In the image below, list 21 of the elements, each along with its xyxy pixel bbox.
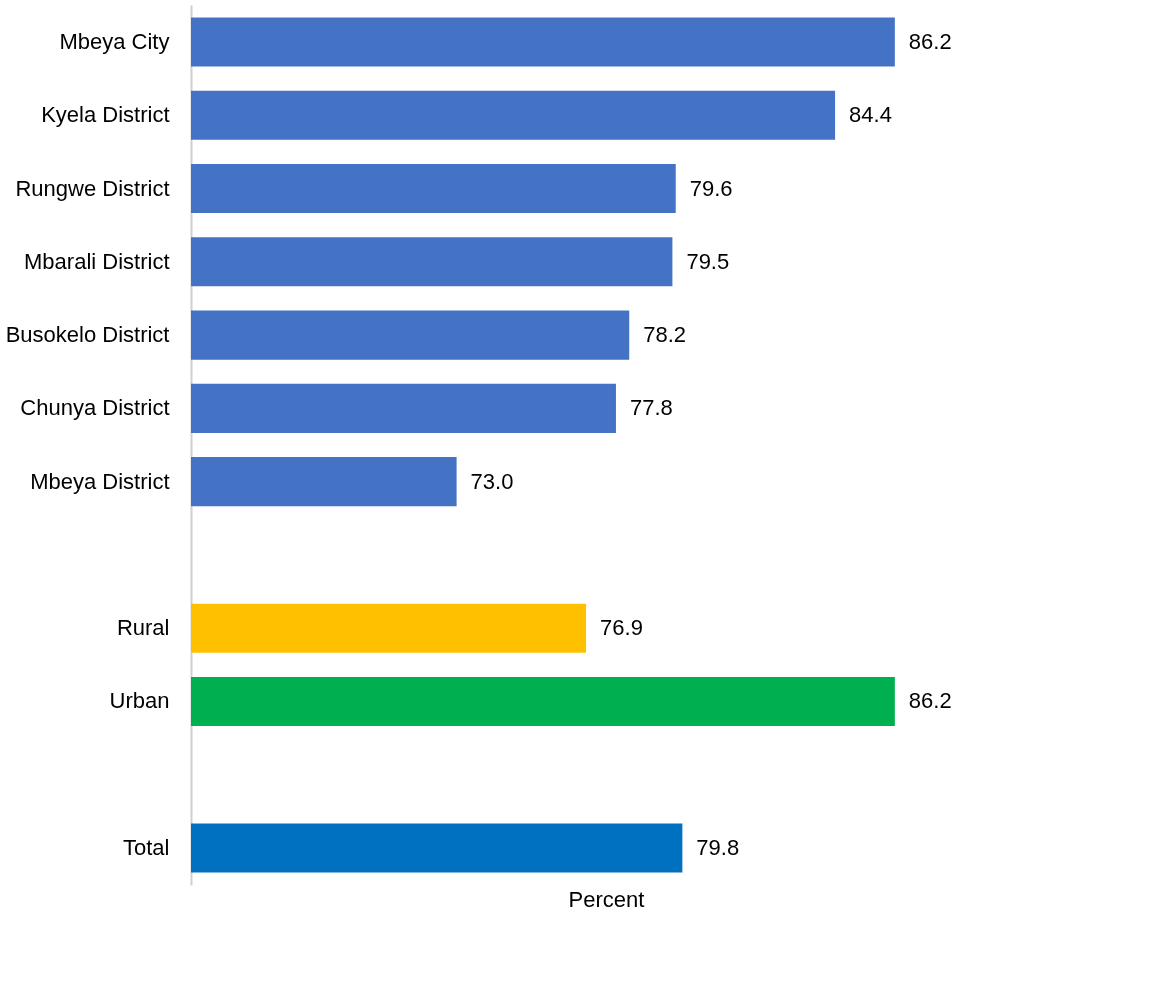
y-tick-label: Urban [109, 688, 170, 714]
data-label: 77.8 [629, 395, 673, 421]
data-label: 76.9 [600, 615, 643, 641]
y-tick-label: Busokelo District [5, 322, 170, 348]
y-tick-label: Total [123, 835, 170, 860]
data-label: 78.2 [643, 322, 687, 348]
y-tick-label: Chunya District [20, 395, 170, 421]
data-label: 86.2 [908, 688, 952, 714]
data-label: 84.4 [849, 102, 892, 128]
y-tick-label: Rungwe District [15, 175, 170, 201]
y-tick-label: Kyela District [41, 102, 170, 128]
data-label: 79.6 [689, 175, 733, 201]
data-label: 73.0 [470, 468, 514, 494]
x-axis-title: Percent [568, 886, 645, 912]
data-label: 79.8 [696, 835, 740, 860]
y-tick-label: Mbarali District [24, 248, 170, 274]
y-tick-label: Mbeya City [59, 29, 170, 54]
y-tick-label: Mbeya District [30, 468, 170, 494]
data-label: 79.5 [686, 248, 730, 274]
data-label: 86.2 [908, 29, 952, 54]
y-tick-label: Rural [116, 615, 170, 641]
